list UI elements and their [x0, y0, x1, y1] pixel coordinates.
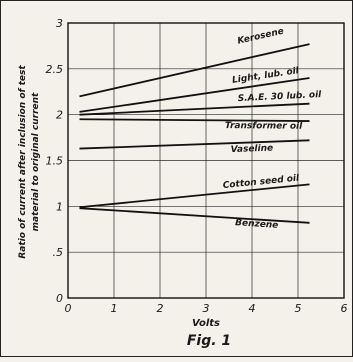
figure-caption: Fig. 1 [187, 333, 231, 349]
tick-labels: 0 1 2 3 4 5 6 0 .5 1 1.5 2 2.5 3 [46, 17, 348, 315]
y-tick-label: 2.5 [46, 63, 64, 76]
y-tick-label: 1.5 [46, 155, 64, 168]
series-line-kerosene [79, 43, 310, 98]
series-line-benzene [79, 207, 310, 224]
axes [67, 22, 345, 299]
series-line-s-a-e-30-lub-oil [79, 102, 310, 116]
x-tick-label: 5 [295, 302, 302, 315]
x-tick-label: 2 [157, 302, 164, 315]
x-tick-label: 0 [65, 302, 72, 315]
series-label-vaseline: Vaseline [231, 144, 274, 156]
y-tick-label: 0 [56, 292, 63, 305]
x-tick-label: 1 [111, 302, 118, 315]
y-tick-label: 2 [56, 109, 63, 122]
series-label-kerosene: Kerosene [237, 27, 285, 47]
series-label-transformer-oil: Transformer oil [225, 121, 303, 132]
series-line-light-lub-oil [79, 77, 310, 113]
series-line-transformer-oil [79, 118, 310, 122]
y-axis-label-line1: Ratio of current after inclusion of test [18, 65, 28, 259]
series-label-benzene: Benzene [235, 218, 279, 231]
x-tick-label: 3 [203, 302, 210, 315]
x-axis-label: Volts [192, 318, 220, 329]
series-label-s-a-e-30-lub-oil: S.A.E. 30 lub. oil [237, 90, 322, 104]
plot-frame [67, 22, 345, 299]
y-tick-label: .5 [53, 246, 64, 259]
series-line-vaseline [79, 139, 310, 150]
y-axis-label-line2: material to original current [31, 92, 41, 231]
grid [68, 23, 344, 298]
x-tick-label: 4 [249, 302, 256, 315]
series-line-cotton-seed-oil [79, 183, 310, 209]
y-tick-label: 1 [56, 200, 63, 213]
y-tick-label: 3 [56, 17, 63, 30]
x-tick-label: 6 [341, 302, 348, 315]
